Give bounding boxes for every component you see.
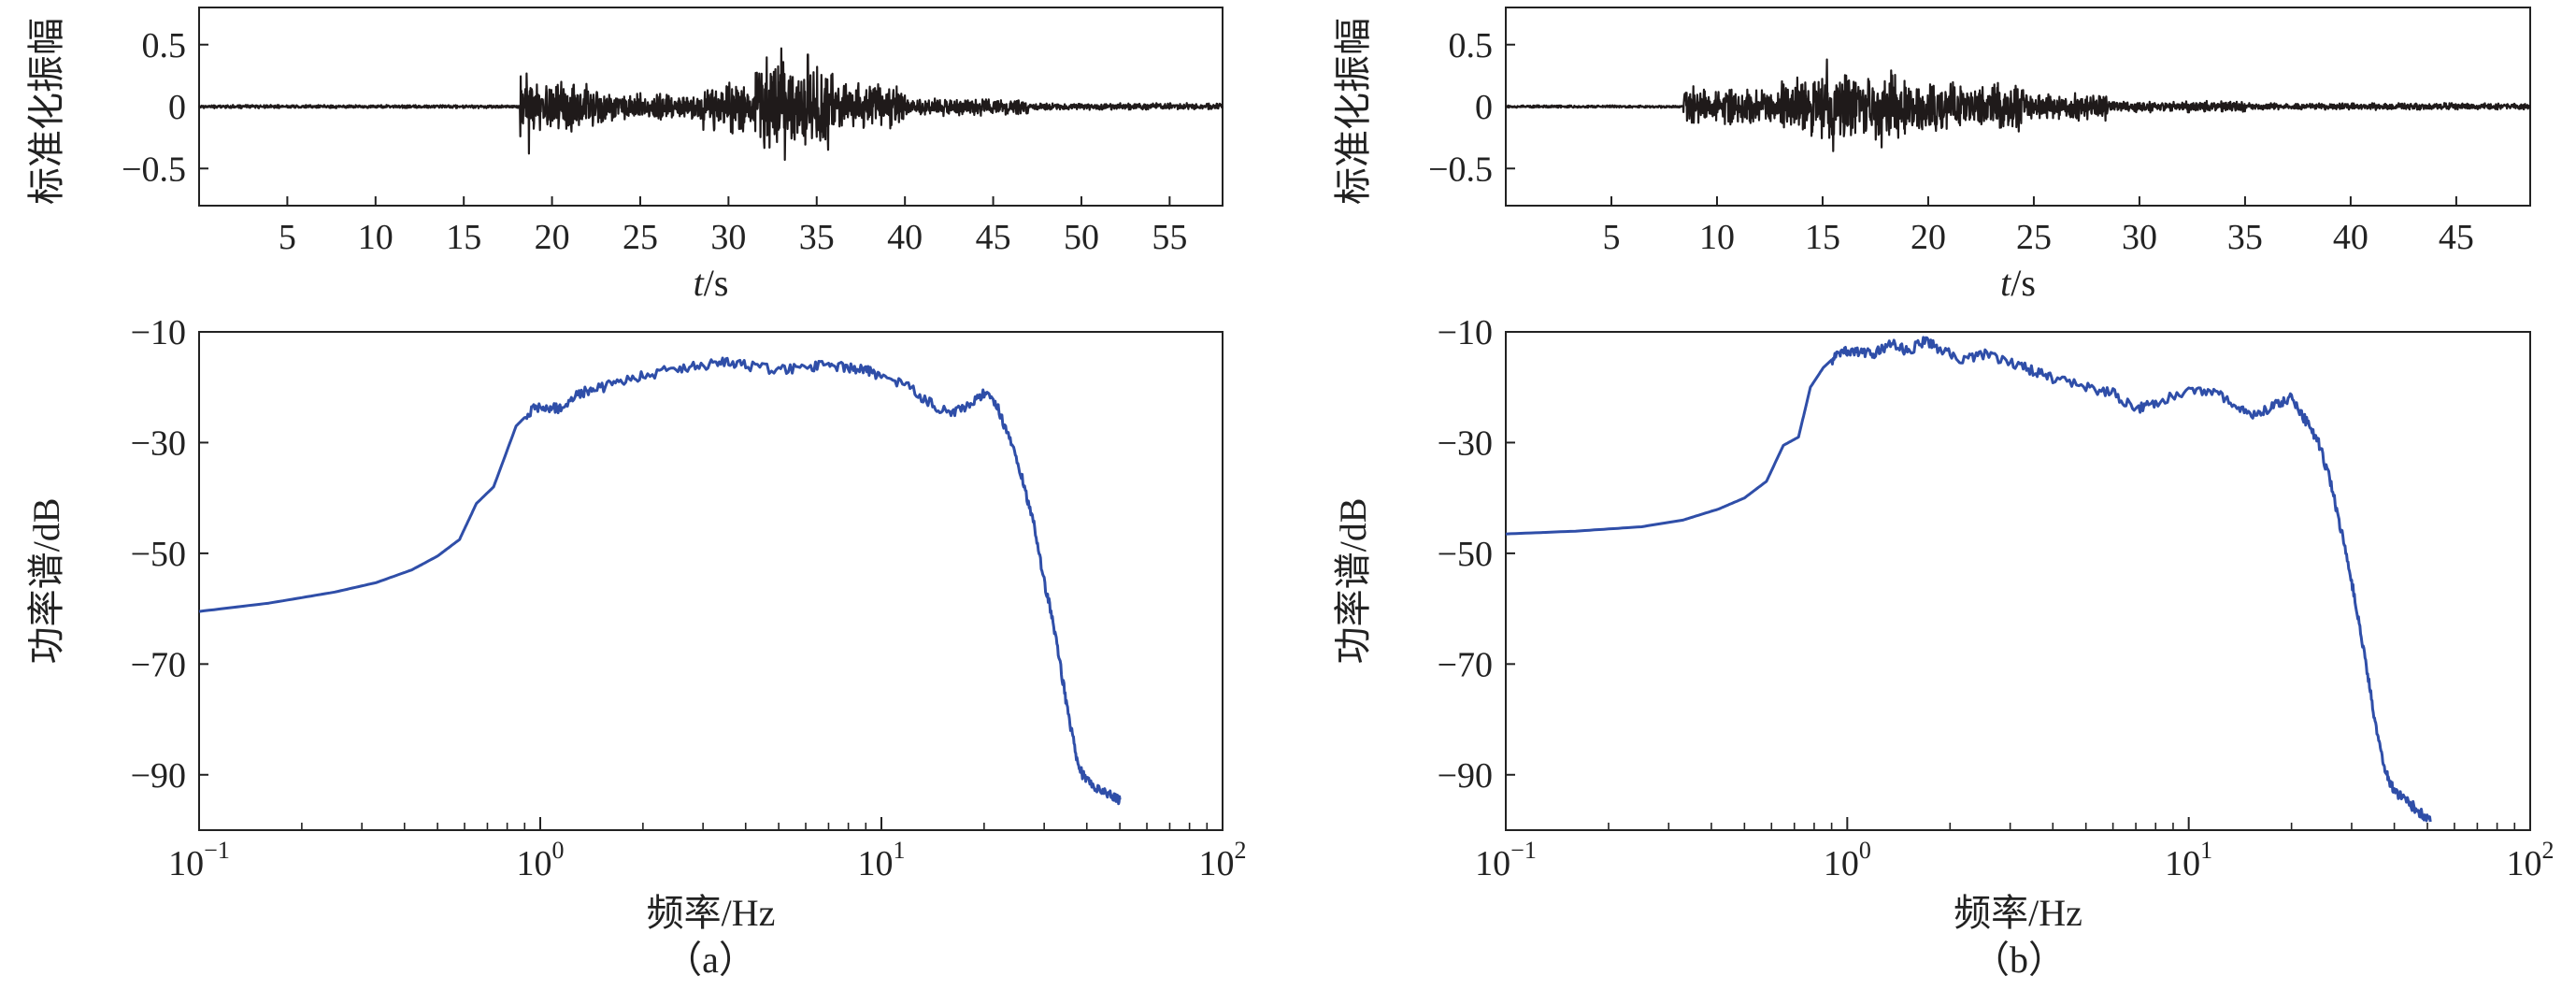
spectrum-series	[1505, 336, 2432, 823]
y-tick-label: 0.5	[142, 26, 187, 65]
x-axis-label-unit: /s	[704, 262, 729, 304]
x-tick-label-base: 10	[1475, 844, 1510, 883]
waveform-series	[1505, 58, 2531, 152]
waveform-series	[198, 47, 1224, 162]
y-tick-label: −30	[1438, 423, 1493, 463]
y-axis-label: 功率谱/dB	[25, 498, 67, 665]
x-tick-label: 5	[279, 218, 296, 257]
x-tick-label: 10	[358, 218, 394, 257]
x-tick-label: 102	[2507, 837, 2555, 883]
x-tick-label-exp: 1	[894, 837, 906, 864]
x-tick-label: 10	[1699, 218, 1735, 257]
x-tick-label: 20	[535, 218, 570, 257]
y-tick-label: −70	[131, 645, 186, 684]
x-tick-label: 50	[1064, 218, 1099, 257]
y-tick-label: −10	[131, 313, 186, 352]
x-tick-label: 45	[976, 218, 1011, 257]
x-tick-label: 30	[710, 218, 746, 257]
x-tick-label-exp: 0	[1859, 837, 1871, 864]
x-tick-label: 55	[1152, 218, 1187, 257]
x-tick-label: 100	[517, 837, 565, 883]
x-axis-label: 频率/Hz	[1953, 892, 2082, 934]
x-tick-label: 40	[2333, 218, 2368, 257]
x-axis-label-var: t	[694, 262, 705, 304]
x-tick-label-exp: 0	[552, 837, 565, 864]
x-axis-label: t/s	[694, 262, 729, 304]
x-tick-label-exp: −1	[1510, 837, 1537, 864]
x-tick-label: 30	[2122, 218, 2157, 257]
x-tick-label: 25	[2016, 218, 2052, 257]
x-tick-label: 102	[1199, 837, 1247, 883]
panel-label: （b）	[1972, 939, 2066, 981]
x-tick-label-exp: 2	[2542, 837, 2555, 864]
x-tick-label-base: 10	[1824, 844, 1859, 883]
y-tick-label: −10	[1438, 313, 1493, 352]
x-axis-label-unit: /s	[2011, 262, 2036, 304]
x-tick-label-exp: −1	[204, 837, 230, 864]
y-tick-label: 0	[168, 88, 186, 127]
x-axis-label-var: t	[2000, 262, 2011, 304]
x-tick-label: 35	[799, 218, 835, 257]
y-tick-label: −90	[1438, 756, 1493, 796]
x-tick-label-base: 10	[2165, 844, 2200, 883]
x-axis-label: 频率/Hz	[647, 892, 776, 934]
y-tick-label: −0.5	[1428, 150, 1493, 189]
x-tick-label: 101	[858, 837, 906, 883]
panel-a_time: 5 10 15 20 25 30 35 40 45 50 55 0.5 0 −0.5 t/s 标准化振幅	[25, 7, 1224, 304]
spectrum-series	[198, 356, 1122, 806]
a_spec-frame	[198, 331, 1224, 831]
y-tick-label: −30	[131, 423, 186, 463]
x-tick-label: 100	[1824, 837, 1871, 883]
y-axis-label: 功率谱/dB	[1332, 498, 1374, 665]
y-axis-label: 标准化振幅	[25, 18, 67, 205]
x-tick-label: 15	[446, 218, 481, 257]
x-axis-label: t/s	[2000, 262, 2036, 304]
x-tick-label-exp: 2	[1235, 837, 1247, 864]
y-tick-label: −70	[1438, 645, 1493, 684]
y-tick-label: −0.5	[122, 150, 186, 189]
x-tick-label: 15	[1805, 218, 1840, 257]
x-tick-label: 10−1	[168, 837, 230, 883]
x-tick-label: 35	[2227, 218, 2263, 257]
x-tick-label-base: 10	[517, 844, 552, 883]
x-tick-label: 45	[2439, 218, 2474, 257]
x-tick-label-base: 10	[1199, 844, 1235, 883]
x-tick-label-base: 10	[168, 844, 204, 883]
y-tick-label: 0.5	[1449, 26, 1494, 65]
x-tick-label-base: 10	[858, 844, 894, 883]
y-tick-label: −50	[1438, 535, 1493, 574]
x-tick-label-exp: 1	[2200, 837, 2212, 864]
y-tick-label: 0	[1475, 88, 1493, 127]
x-tick-label: 10−1	[1475, 837, 1537, 883]
x-tick-label: 20	[1911, 218, 1946, 257]
b_spec-frame	[1505, 331, 2531, 831]
x-tick-label: 101	[2165, 837, 2212, 883]
x-tick-label: 40	[887, 218, 923, 257]
y-axis-label: 标准化振幅	[1332, 18, 1374, 205]
y-tick-label: −90	[131, 756, 186, 796]
panel-label: （a）	[665, 939, 756, 981]
panel-b_time: 5 10 15 20 25 30 35 40 45 0.5 0 −0.5 t/s 标准化振幅	[1332, 7, 2531, 304]
x-tick-label: 25	[623, 218, 658, 257]
y-tick-label: −50	[131, 535, 186, 574]
x-tick-label: 5	[1602, 218, 1620, 257]
x-tick-label-base: 10	[2507, 844, 2542, 883]
